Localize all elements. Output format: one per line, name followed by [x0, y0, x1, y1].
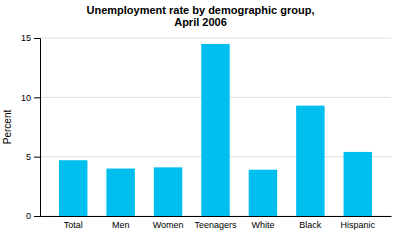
x-tick-label: Teenagers	[194, 220, 237, 230]
x-tick: Women	[153, 216, 184, 230]
y-tick-label: 15	[21, 33, 31, 43]
y-tick-label: 10	[21, 93, 31, 103]
y-tick-mark	[34, 38, 40, 39]
x-axis-line	[41, 216, 392, 217]
bar	[201, 44, 229, 216]
bar	[249, 170, 277, 216]
y-tick: 5	[26, 152, 40, 162]
x-tick-label: White	[251, 220, 274, 230]
x-axis: Total Men Women Teenagers White Black Hispanic	[41, 216, 392, 230]
bars	[59, 44, 372, 216]
x-tick: Teenagers	[194, 216, 237, 230]
x-tick-label: Black	[299, 220, 322, 230]
x-tick: Black	[299, 216, 322, 230]
x-tick-label: Men	[112, 220, 130, 230]
chart: Unemployment rate by demographic group,A…	[0, 0, 401, 238]
x-tick: Men	[112, 216, 130, 230]
title-line: Unemployment rate by demographic group,	[87, 4, 315, 16]
y-tick-mark	[34, 97, 40, 98]
bar	[344, 152, 372, 216]
y-axis-line	[34, 39, 41, 217]
x-tick-label: Hispanic	[341, 220, 376, 230]
y-axis-title: Percent	[2, 110, 13, 145]
y-tick-label: 5	[26, 152, 31, 162]
x-tick-label: Women	[153, 220, 184, 230]
grid-line	[40, 38, 391, 39]
x-tick-label: Total	[64, 220, 83, 230]
bar	[154, 167, 182, 216]
bar	[106, 169, 134, 216]
y-axis: 0 5 10 15	[21, 33, 41, 221]
x-tick: Hispanic	[341, 216, 376, 230]
y-tick: 10	[21, 93, 40, 103]
bar	[59, 160, 87, 216]
y-tick-mark	[34, 157, 40, 158]
bar	[296, 106, 324, 216]
chart-container: Unemployment rate by demographic group,A…	[0, 0, 401, 238]
grid	[40, 38, 391, 216]
y-tick: 0	[26, 211, 40, 221]
title: Unemployment rate by demographic group,A…	[87, 4, 315, 28]
y-tick-mark	[34, 216, 40, 217]
y-tick: 15	[21, 33, 40, 43]
x-tick: White	[251, 216, 274, 230]
x-tick: Total	[64, 216, 83, 230]
title-line: April 2006	[174, 16, 227, 28]
y-tick-label: 0	[26, 211, 31, 221]
plot: Total Men Women Teenagers White Black Hispanic…	[21, 33, 392, 230]
